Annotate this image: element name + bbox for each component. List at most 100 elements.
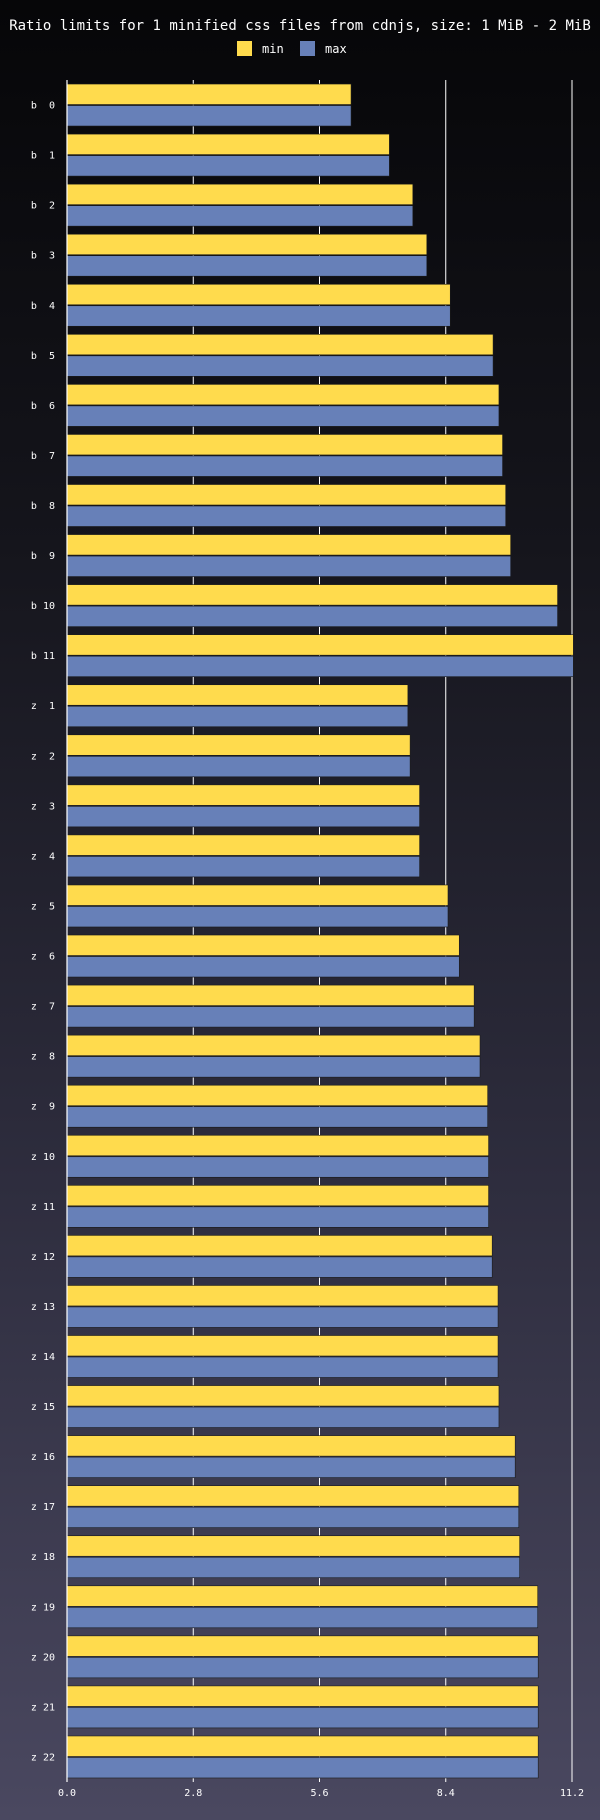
bar-min [66,1385,500,1407]
x-axis-tick-labels: 0.0 2.8 5.6 8.4 11.2 [58,1788,584,1799]
bar-max [66,705,409,728]
category-label: z 20 [31,1652,55,1663]
bar-min [66,934,460,956]
bar-min [66,1635,539,1657]
bar-max [66,755,411,778]
legend-label-min: min [262,42,284,56]
bar-min [66,1485,520,1507]
bar-max [66,1006,475,1028]
bar-min [66,834,420,856]
bar-max [66,505,507,527]
bar-min [66,484,507,506]
bar-max [66,305,451,327]
bar-max [66,205,414,227]
bar-min [66,884,449,906]
bar-max [66,105,352,127]
category-label: z 11 [31,1202,55,1213]
bar-max [66,906,449,928]
legend-swatch-max [300,41,315,56]
category-label: b 2 [31,201,55,212]
category-label: b 9 [31,551,55,562]
bar-min [66,634,574,656]
x-tick-label: 5.6 [310,1788,328,1799]
bar-max [66,1206,489,1228]
bar-max [66,1356,499,1378]
bar-min [66,283,451,306]
category-label: b 7 [31,451,55,462]
bar-min [66,1535,520,1557]
bar-min [66,1235,493,1257]
category-label: z 12 [31,1252,55,1263]
category-label: z 3 [31,801,55,812]
bar-min [66,1685,539,1707]
bar-max [66,856,420,878]
bar-min [66,1034,481,1056]
x-tick-label: 0.0 [58,1788,76,1799]
bar-max [66,455,503,477]
x-tick-label: 11.2 [560,1788,584,1799]
bar-min [66,83,352,105]
bar-max [66,355,494,377]
category-labels: b 0 b 1 b 2 b 3 b 4 b 5 b 6 b 7 b 8 b 9 b 10 b 11 z … [31,101,55,1764]
category-label: b 0 [31,101,55,112]
bar-max [66,255,428,277]
category-label: z 8 [31,1052,55,1063]
bar-min [66,1585,539,1607]
category-label: z 21 [31,1702,55,1713]
bar-max [66,155,390,177]
bar-max [66,1606,539,1629]
bar-max [66,1757,539,1779]
category-label: z 10 [31,1152,55,1163]
category-label: z 19 [31,1602,55,1613]
bar-min [66,1134,489,1157]
bar-min [66,1435,516,1457]
category-label: b 1 [31,151,55,162]
bar-max [66,1406,500,1428]
legend: min max [237,41,347,56]
category-label: z 15 [31,1402,55,1413]
bar-max [66,1256,493,1278]
bar-min [66,684,409,706]
bar-max [66,655,574,677]
category-label: z 2 [31,751,55,762]
bar-max [66,1556,520,1579]
bar-min [66,1335,499,1357]
bar-max [66,1707,539,1729]
bar-min [66,534,511,556]
category-label: b 11 [31,651,55,662]
bar-min [66,334,494,356]
bar-min [66,1084,488,1107]
bars [66,83,574,1779]
bar-min [66,1285,499,1307]
bar-min [66,233,428,256]
bar-min [66,584,558,606]
x-tick-label: 8.4 [437,1788,455,1799]
bar-max [66,1506,520,1528]
category-label: z 16 [31,1452,55,1463]
bar-max [66,806,420,828]
bar-min [66,784,420,806]
bar-min [66,384,500,406]
category-label: z 7 [31,1002,55,1013]
bar-min [66,734,411,756]
bar-max [66,1657,539,1679]
bar-min [66,183,414,205]
category-label: b 5 [31,351,55,362]
category-label: z 13 [31,1302,55,1313]
bar-max [66,1306,499,1328]
x-tick-label: 2.8 [184,1788,202,1799]
bar-max [66,405,500,427]
chart-title: Ratio limits for 1 minified css files fr… [9,18,591,34]
category-label: b 8 [31,501,55,512]
category-label: b 4 [31,301,55,312]
bar-max [66,1456,516,1478]
category-label: z 17 [31,1502,55,1513]
legend-swatch-min [237,41,252,56]
category-label: z 18 [31,1552,55,1563]
legend-label-max: max [325,42,347,56]
bar-max [66,956,460,978]
category-label: b 10 [31,601,55,612]
category-label: b 3 [31,251,55,262]
bar-max [66,1056,481,1078]
